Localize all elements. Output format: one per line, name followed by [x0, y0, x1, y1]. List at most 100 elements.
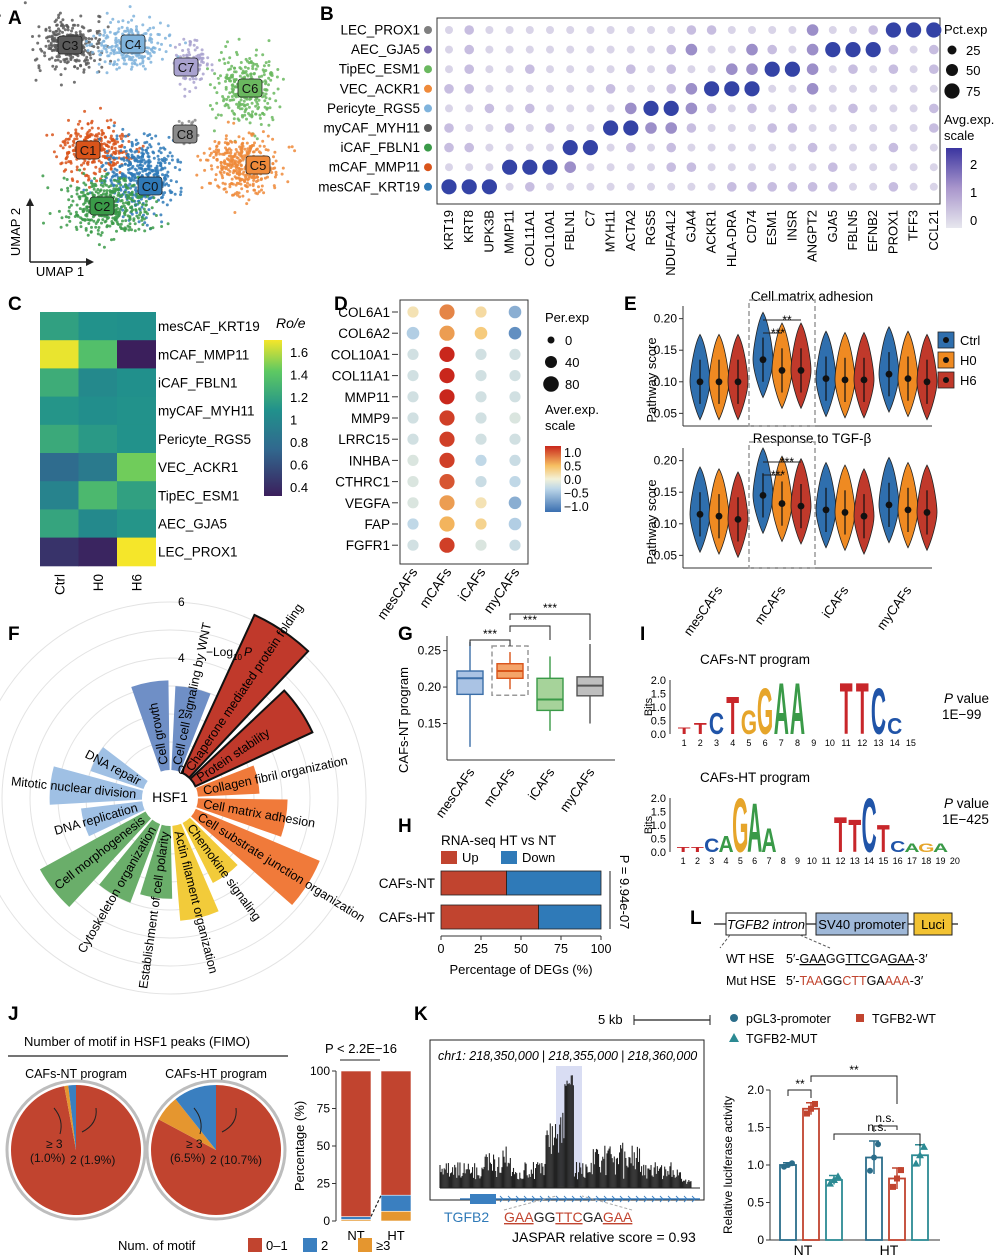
- umap-point: [227, 163, 231, 167]
- c-heat-cell: [40, 312, 79, 341]
- i-logo-ytick: 1.5: [651, 807, 666, 819]
- b-dot: [485, 163, 494, 172]
- umap-point: [157, 149, 161, 153]
- umap-point: [214, 178, 217, 182]
- b-dot: [667, 182, 676, 191]
- umap-point: [109, 45, 113, 49]
- umap-point: [268, 106, 272, 110]
- umap-point: [254, 104, 258, 108]
- umap-point: [231, 164, 234, 168]
- b-dot: [464, 64, 475, 74]
- b-dot: [546, 84, 554, 93]
- umap-cluster-box: [89, 196, 115, 216]
- umap-point: [263, 99, 267, 103]
- umap-point: [140, 158, 144, 162]
- l-point: [916, 1151, 924, 1159]
- umap-point: [266, 148, 270, 152]
- umap-point: [247, 112, 250, 115]
- umap-point: [141, 144, 145, 148]
- b-gene-label: COL11A1: [522, 210, 537, 266]
- b-dot: [909, 84, 918, 93]
- k-coords: chr1: 218,350,000 | 218,355,000 | 218,360,…: [438, 1049, 697, 1063]
- umap-point: [69, 203, 73, 207]
- b-dot: [707, 124, 716, 132]
- umap-point: [262, 64, 266, 68]
- umap-point: [262, 191, 266, 195]
- l-group-label: NT: [794, 1242, 813, 1258]
- d-dot: [475, 539, 487, 551]
- umap-point: [230, 177, 234, 181]
- l-luci-box: [913, 912, 953, 936]
- umap-cluster-box: [57, 35, 83, 55]
- b-row-color-dot: [424, 65, 432, 74]
- umap-point: [219, 160, 223, 164]
- b-dot: [666, 84, 676, 94]
- b-dot: [849, 124, 857, 132]
- umap-point: [84, 63, 88, 66]
- d-dot: [439, 495, 455, 511]
- l-ytick: 0: [757, 1233, 764, 1247]
- umap-point: [215, 91, 219, 95]
- umap-point: [262, 144, 266, 148]
- l-point: [898, 1167, 904, 1174]
- d-dot: [475, 518, 487, 530]
- umap-point: [83, 159, 87, 163]
- umap-point: [66, 131, 70, 135]
- umap-point: [69, 212, 73, 216]
- umap-point: [66, 25, 70, 29]
- i-logo-position: 4: [730, 738, 735, 748]
- l-ytick: 1.5: [747, 1121, 764, 1135]
- umap-point: [51, 133, 54, 137]
- l-point: [804, 1110, 810, 1117]
- umap-point: [268, 97, 272, 101]
- umap-point: [86, 233, 90, 237]
- b-dot: [687, 143, 696, 152]
- panel-label-e: E: [624, 294, 637, 315]
- umap-point: [245, 117, 248, 121]
- umap-point: [97, 159, 101, 163]
- b-dot: [806, 43, 819, 56]
- c-heat-cell: [117, 340, 156, 369]
- umap-point: [105, 11, 109, 15]
- umap-point: [129, 186, 132, 190]
- umap-point: [69, 161, 73, 165]
- b-gene-label: ANGPT2: [805, 210, 820, 262]
- umap-point: [91, 215, 95, 219]
- d-dot: [475, 348, 487, 360]
- umap-point: [249, 72, 253, 76]
- b-dot: [885, 22, 902, 38]
- umap-point: [104, 47, 108, 51]
- i-logo-position: 17: [907, 856, 917, 866]
- umap-point: [82, 188, 86, 192]
- umap-point: [134, 157, 138, 161]
- umap-point: [92, 219, 96, 223]
- umap-point: [257, 98, 261, 102]
- umap-point: [108, 30, 112, 34]
- umap-point: [115, 62, 119, 66]
- umap-cluster-label: C4: [125, 37, 142, 52]
- i-logo-position: 2: [698, 738, 703, 748]
- umap-point: [201, 72, 205, 76]
- umap-point: [224, 45, 228, 48]
- l-sig: n.s.: [867, 1120, 886, 1134]
- umap-point: [229, 139, 232, 143]
- umap-point: [134, 186, 138, 190]
- umap-point: [82, 68, 86, 72]
- l-seq: 5′-GAAGGTTCGAGAA-3′: [786, 952, 928, 966]
- d-per-label: 80: [565, 377, 579, 392]
- umap-point: [200, 60, 204, 64]
- e-violin-median: [885, 370, 893, 378]
- b-dot: [586, 163, 595, 172]
- umap-point: [264, 82, 267, 86]
- umap-point: [102, 44, 106, 48]
- umap-point: [160, 42, 163, 46]
- umap-point: [89, 181, 93, 185]
- b-dot: [546, 182, 554, 191]
- umap-point: [82, 202, 86, 206]
- umap-point: [105, 149, 109, 153]
- umap-point: [41, 174, 45, 178]
- i-logo-letter: G: [918, 842, 934, 855]
- umap-point: [65, 223, 69, 227]
- b-row-color-dot: [424, 45, 432, 54]
- umap-point: [90, 133, 94, 137]
